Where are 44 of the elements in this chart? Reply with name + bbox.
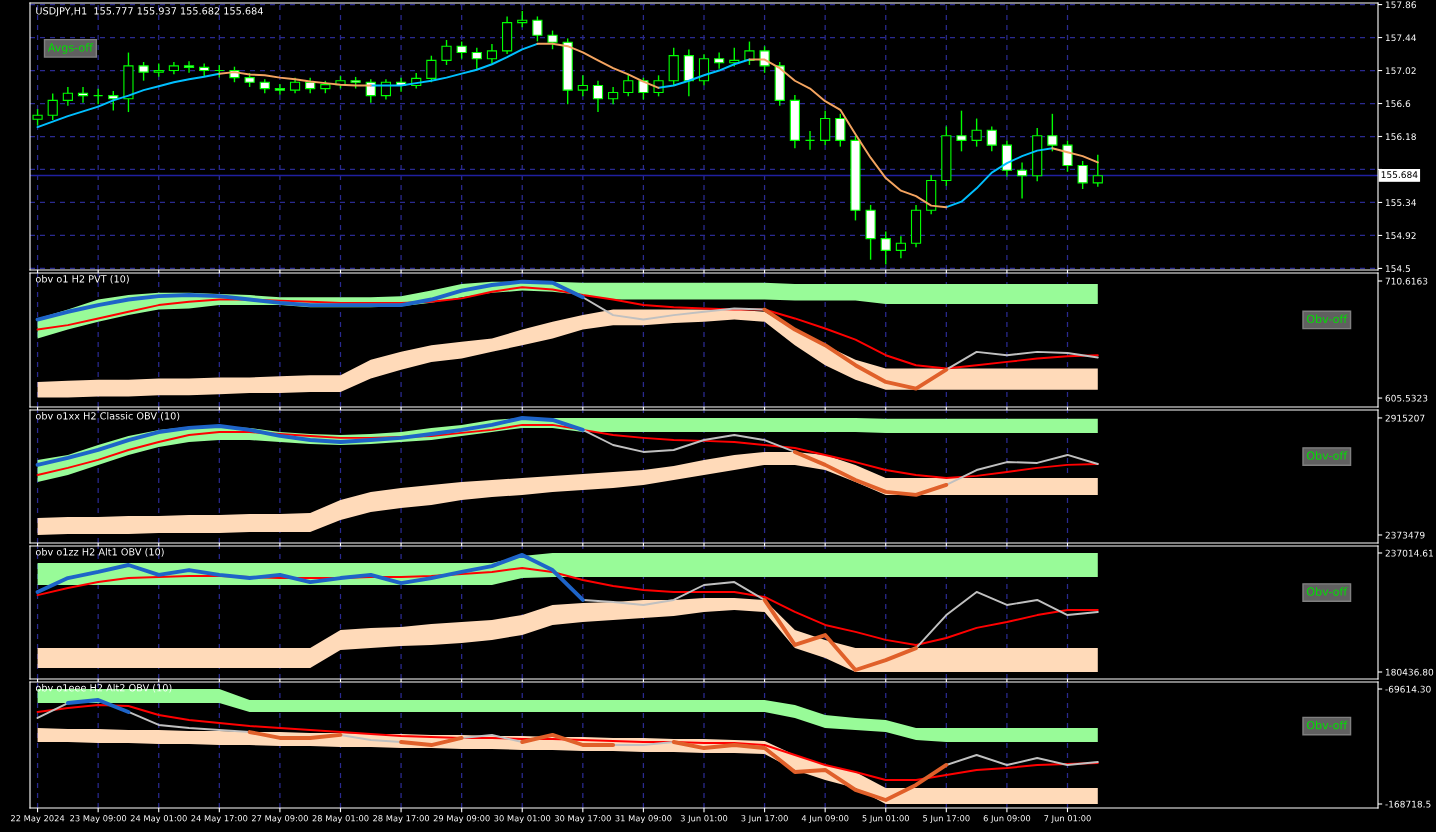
chart-title: obv o1 H2 PVT (10) [35, 275, 129, 284]
y-tick-label: 157.44 [1385, 34, 1417, 42]
text: Obv-off [1306, 451, 1348, 460]
y-tick-label: 157.86 [1385, 1, 1416, 9]
x-tick-label: 22 May 2024 [11, 815, 65, 824]
x-tick-label: 6 Jun 09:00 [983, 815, 1031, 823]
y-tick-label: -168718.5 [1385, 800, 1431, 808]
x-tick-label: 31 May 09:00 [615, 815, 672, 824]
y-tick-label: 154.92 [1385, 232, 1416, 240]
y-tick-label: 156.18 [1385, 133, 1416, 141]
x-tick-label: 28 May 17:00 [373, 815, 430, 824]
ref-line-label: 155.684 [1381, 171, 1418, 179]
x-tick-label: 7 Jun 01:00 [1044, 815, 1091, 823]
x-tick-label: 30 May 17:00 [554, 815, 611, 824]
y-tick-label: -69614.30 [1385, 685, 1431, 693]
text: Obv-off [1306, 720, 1348, 730]
y-tick-label: 605.5323 [1385, 394, 1428, 402]
x-tick-label: 27 May 09:00 [251, 815, 308, 824]
text: Obv-off [1306, 587, 1348, 596]
x-tick-label: 29 May 09:00 [433, 815, 490, 824]
x-tick-label: 28 May 01:00 [312, 815, 369, 824]
text: Obv-off [1306, 314, 1348, 324]
chart-title: USDJPY,H1 155.777 155.937 155.682 155.684 [36, 7, 263, 17]
x-tick-label: 5 Jun 01:00 [862, 815, 910, 823]
x-tick-label: 30 May 01:00 [494, 815, 551, 824]
y-tick-label: 157.02 [1385, 67, 1416, 75]
y-tick-label: 154.5 [1385, 265, 1410, 272]
x-tick-label: 4 Jun 09:00 [801, 815, 849, 823]
y-tick-label: 180436.80 [1385, 668, 1434, 676]
x-tick-label: 23 May 09:00 [70, 815, 127, 824]
y-tick-label: 155.34 [1385, 199, 1417, 207]
chart-title: obv o1xx H2 Classic OBV (10) [35, 411, 180, 421]
y-tick-label: 710.6163 [1385, 277, 1428, 285]
x-tick-label: 24 May 01:00 [130, 815, 187, 824]
x-tick-label: 5 Jun 17:00 [923, 815, 970, 823]
x-tick-label: 24 May 17:00 [191, 815, 248, 824]
annotation: Avgs-off [47, 43, 94, 54]
x-tick-label: 3 Jun 17:00 [741, 815, 788, 823]
y-tick-label: 2915207 [1385, 414, 1425, 422]
chart-title: obv o1zz H2 Alt1 OBV (10) [35, 547, 164, 557]
x-tick-label: 3 Jun 01:00 [680, 815, 728, 823]
y-tick-label: 2373479 [1385, 531, 1425, 539]
y-tick-label: 156.6 [1385, 100, 1411, 108]
y-tick-label: 237014.61 [1385, 549, 1433, 557]
